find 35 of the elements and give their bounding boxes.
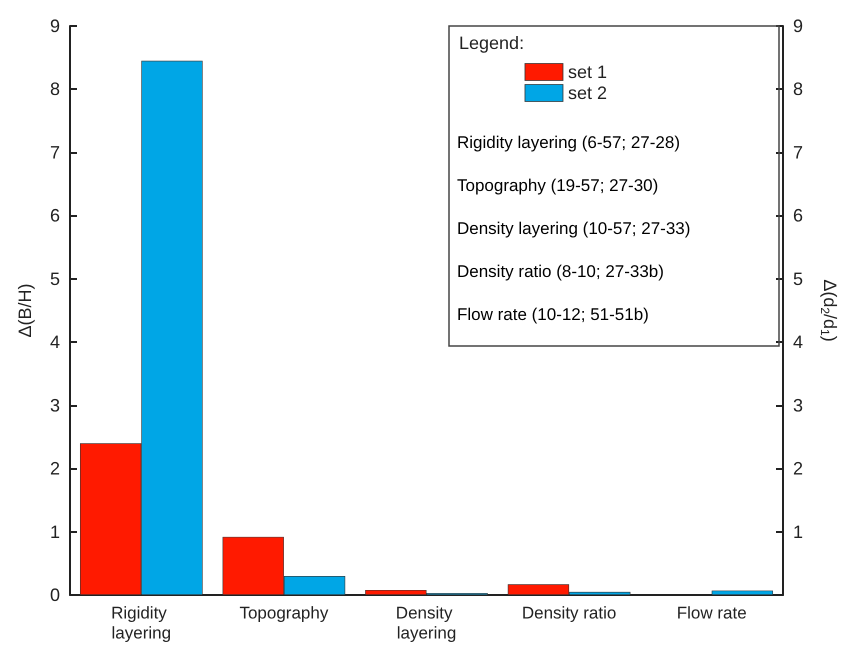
- y2-tick-label: 2: [793, 458, 804, 479]
- y-tick-label: 2: [50, 458, 60, 479]
- annotation: Topography (19-57; 27-30): [457, 176, 658, 195]
- y2-tick-label: 3: [793, 395, 804, 416]
- y-tick-label: 7: [50, 142, 60, 162]
- y2-tick-label: 6: [793, 206, 804, 226]
- legend-label: set 1: [568, 62, 608, 82]
- y-axis-title: Δ(B/H): [15, 283, 35, 338]
- annotation: Density layering (10-57; 27-33): [457, 219, 690, 238]
- annotation: Rigidity layering (6-57; 27-28): [457, 133, 680, 152]
- y-tick-label: 9: [50, 16, 60, 36]
- y2-tick-label: 5: [793, 268, 804, 289]
- y2-tick-label: 7: [793, 142, 804, 162]
- x-tick-label: Density layering: [396, 604, 458, 642]
- y-tick-label: 5: [50, 268, 60, 289]
- y-tick-label: 3: [50, 395, 60, 416]
- y-tick-label: 1: [50, 522, 60, 542]
- y2-tick-label: 1: [793, 522, 804, 542]
- y-tick-label: 6: [50, 206, 60, 226]
- y-tick-label: 8: [50, 79, 60, 100]
- y-tick-label: 0: [50, 585, 60, 605]
- x-tick-label: Flow rate: [676, 604, 747, 622]
- x-tick-label: Topography: [239, 604, 329, 622]
- annotation: Flow rate (10-12; 51-51b): [457, 305, 649, 324]
- legend-title: Legend:: [459, 33, 524, 53]
- y2-tick-label: 9: [793, 16, 804, 36]
- y-tick-label: 4: [50, 332, 60, 352]
- y2-tick-label: 4: [793, 332, 804, 352]
- annotation: Density ratio (8-10; 27-33b): [457, 262, 664, 281]
- legend-label: set 2: [568, 83, 608, 103]
- y2-axis-title: Δ(d2/d1): [818, 279, 840, 342]
- x-tick-label: Rigidity layering: [111, 604, 172, 642]
- x-tick-label: Density ratio: [522, 604, 616, 622]
- bar: [712, 590, 774, 595]
- y2-tick-label: 8: [793, 79, 804, 100]
